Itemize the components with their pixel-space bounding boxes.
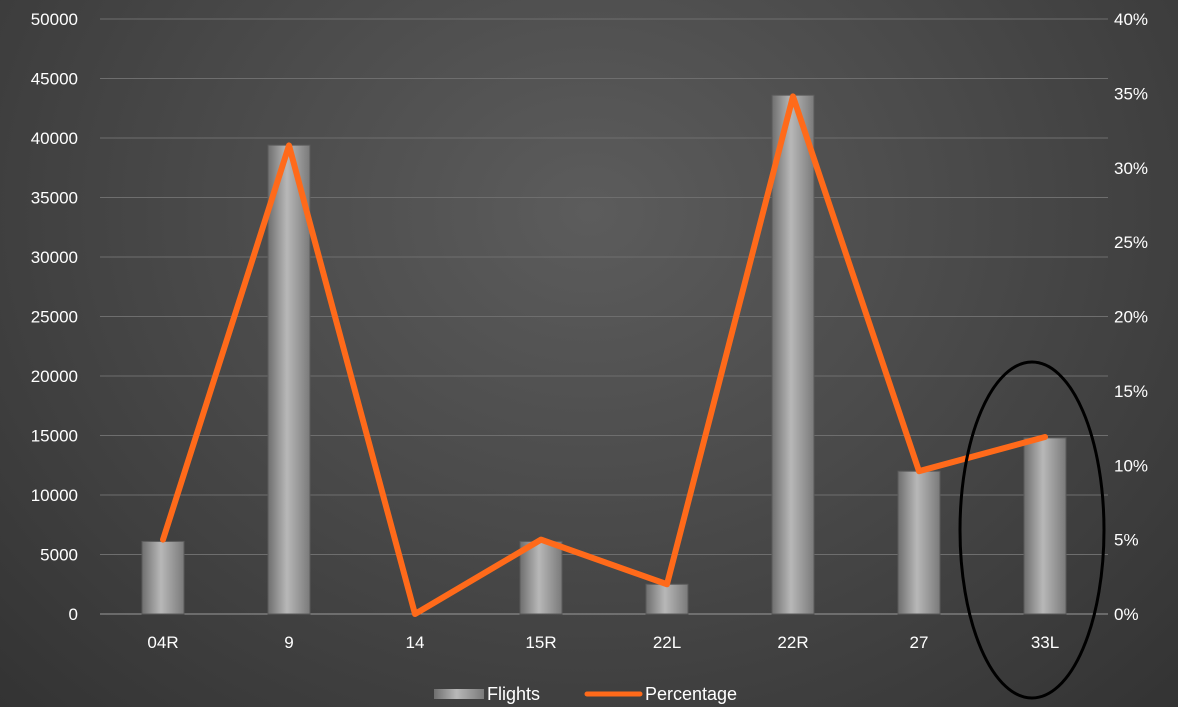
y-right-tick-label: 30%	[1114, 159, 1148, 178]
percentage-line	[160, 93, 1048, 617]
y-left-tick-label: 50000	[31, 10, 78, 29]
bar	[897, 470, 941, 615]
line-point	[288, 144, 290, 146]
bar	[1023, 437, 1067, 615]
y-right-tick-label: 40%	[1114, 10, 1148, 29]
y-right-tick-label: 15%	[1114, 382, 1148, 401]
y-left-tick-label: 40000	[31, 129, 78, 148]
legend-label-percentage: Percentage	[645, 684, 737, 704]
y-right-tick-label: 0%	[1114, 605, 1139, 624]
bar	[267, 144, 311, 615]
line-point	[792, 95, 794, 97]
line-point	[1044, 436, 1046, 438]
y-right-tick-label: 20%	[1114, 308, 1148, 327]
y-right-tick-label: 5%	[1114, 531, 1139, 550]
legend-label-flights: Flights	[487, 684, 540, 704]
x-tick-label: 27	[910, 633, 929, 652]
line-point	[162, 539, 164, 541]
line-point	[666, 583, 668, 585]
x-tick-label: 22L	[653, 633, 681, 652]
legend-swatch-flights	[434, 689, 484, 699]
y-left-tick-label: 20000	[31, 367, 78, 386]
y-left-tick-label: 35000	[31, 189, 78, 208]
y-axis-right-labels: 0% 5% 10% 15% 20% 25% 30% 35% 40%	[1114, 10, 1148, 624]
y-right-tick-label: 25%	[1114, 233, 1148, 252]
x-tick-label: 22R	[777, 633, 808, 652]
y-left-tick-label: 10000	[31, 486, 78, 505]
x-tick-label: 14	[406, 633, 425, 652]
line-point	[414, 613, 416, 615]
y-right-tick-label: 10%	[1114, 456, 1148, 475]
x-tick-label: 33L	[1031, 633, 1059, 652]
x-axis-labels: 04R 9 14 15R 22L 22R 27 33L	[147, 633, 1059, 652]
line-point	[540, 539, 542, 541]
highlight-ellipse	[958, 360, 1106, 700]
x-tick-label: 9	[284, 633, 293, 652]
x-tick-label: 04R	[147, 633, 178, 652]
line-percentage	[160, 93, 1048, 617]
bar	[771, 94, 815, 615]
bar	[141, 540, 185, 615]
bar	[645, 583, 689, 615]
gridlines	[100, 18, 1108, 615]
bar	[519, 540, 563, 615]
bars-flights	[141, 94, 1067, 615]
y-left-tick-label: 5000	[40, 546, 78, 565]
x-tick-label: 15R	[525, 633, 556, 652]
y-left-tick-label: 0	[69, 605, 78, 624]
y-left-tick-label: 45000	[31, 70, 78, 89]
y-left-tick-label: 15000	[31, 427, 78, 446]
highlight-ellipse-33L	[958, 360, 1106, 700]
y-axis-left-labels: 0 5000 10000 15000 20000 25000 30000 35000 40000…	[31, 10, 78, 624]
y-left-tick-label: 30000	[31, 248, 78, 267]
legend: Flights Percentage	[434, 684, 737, 704]
line-point	[918, 470, 920, 472]
y-left-tick-label: 25000	[31, 308, 78, 327]
y-right-tick-label: 35%	[1114, 84, 1148, 103]
